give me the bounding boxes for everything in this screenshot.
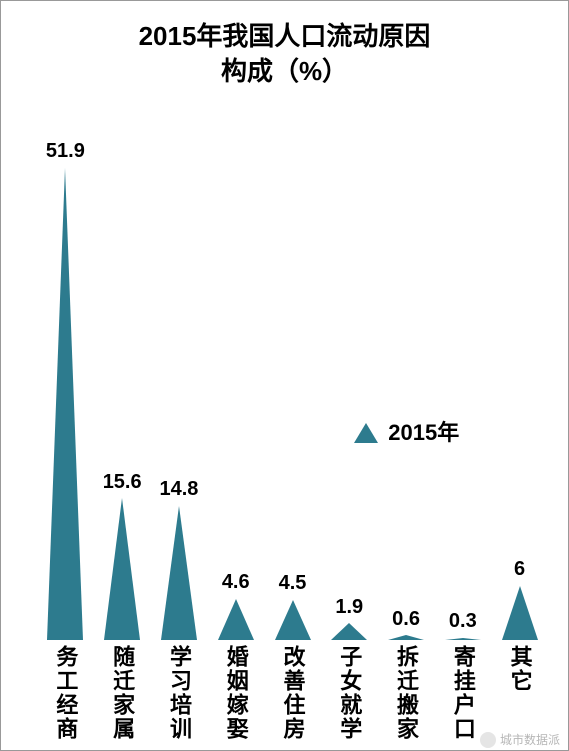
- chart-title-line1: 2015年我国人口流动原因: [1, 19, 568, 54]
- value-label: 51.9: [46, 140, 85, 163]
- x-axis-label: 婚姻嫁娶: [220, 645, 252, 741]
- value-label: 0.3: [449, 610, 477, 633]
- attribution-text: 城市数据派: [500, 731, 560, 748]
- value-label: 4.5: [279, 572, 307, 595]
- triangle-icon: [445, 635, 481, 640]
- x-axis-label: 其它: [504, 645, 536, 693]
- x-axis-label: 学习培训: [163, 645, 195, 741]
- x-axis-label: 拆迁搬家: [390, 645, 422, 741]
- legend-label: 2015年: [388, 420, 459, 445]
- value-label: 0.6: [392, 608, 420, 631]
- triangle-icon: [354, 420, 378, 443]
- chart-title-line2: 构成（%）: [1, 54, 568, 89]
- value-label: 6: [514, 558, 525, 581]
- value-label: 1.9: [335, 596, 363, 619]
- legend: 2015年: [354, 415, 459, 447]
- triangle-icon: [218, 596, 254, 640]
- value-label: 4.6: [222, 571, 250, 594]
- attribution: 城市数据派: [480, 731, 560, 748]
- x-axis: 务工经商随迁家属学习培训婚姻嫁娶改善住房子女就学拆迁搬家寄挂户口其它: [37, 645, 548, 745]
- value-label: 14.8: [159, 478, 198, 501]
- triangle-icon: [161, 503, 197, 640]
- x-axis-label: 改善住房: [277, 645, 309, 741]
- series: 51.9 15.6 14.8 4.6 4.5 1.9 0.6 0.3 6: [37, 141, 548, 640]
- triangle-icon: [388, 632, 424, 640]
- triangle-icon: [331, 620, 367, 640]
- chart-title: 2015年我国人口流动原因 构成（%）: [1, 1, 568, 89]
- triangle-icon: [502, 583, 538, 640]
- x-axis-label: 寄挂户口: [447, 645, 479, 741]
- triangle-icon: [104, 495, 140, 640]
- x-axis-label: 务工经商: [49, 645, 81, 741]
- triangle-icon: [275, 597, 311, 640]
- x-axis-label: 随迁家属: [106, 645, 138, 741]
- value-label: 15.6: [103, 471, 142, 494]
- triangle-icon: [47, 165, 83, 640]
- source-avatar-icon: [480, 732, 496, 748]
- x-axis-label: 子女就学: [333, 645, 365, 741]
- plot-area: 51.9 15.6 14.8 4.6 4.5 1.9 0.6 0.3 6 2015年: [37, 141, 548, 640]
